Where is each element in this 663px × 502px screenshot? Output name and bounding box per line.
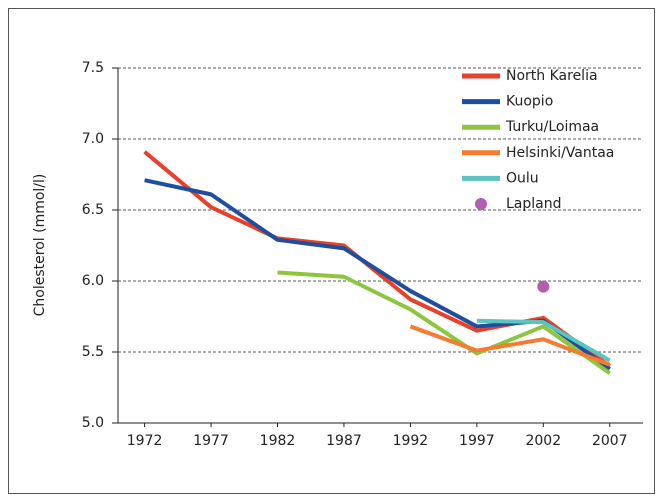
x-tick-label: 1972 xyxy=(127,433,163,449)
x-tick-label: 2002 xyxy=(525,433,561,449)
y-tick-label: 7.5 xyxy=(82,60,104,76)
y-tick-label: 5.0 xyxy=(82,415,104,431)
legend-label: Kuopio xyxy=(506,94,553,110)
x-tick-label: 1987 xyxy=(326,433,362,449)
x-tick-label: 1997 xyxy=(459,433,495,449)
y-tick-label: 7.0 xyxy=(82,131,104,147)
y-tick-label: 6.5 xyxy=(82,202,104,218)
legend-label: Lapland xyxy=(506,196,562,212)
y-tick-label: 5.5 xyxy=(82,344,104,360)
legend-label: Oulu xyxy=(506,170,539,186)
series-line xyxy=(143,150,611,368)
series-line xyxy=(409,324,611,367)
frame xyxy=(8,8,655,494)
legend-marker xyxy=(475,198,487,210)
legend-label: Helsinki/Vantaa xyxy=(506,145,614,161)
legend-label: North Karelia xyxy=(506,68,598,84)
series-line xyxy=(476,318,611,363)
series-line xyxy=(277,270,611,375)
legend-label: Turku/Loimaa xyxy=(505,119,599,135)
x-tick-label: 1982 xyxy=(260,433,296,449)
point xyxy=(537,280,550,293)
x-tick-label: 2007 xyxy=(592,433,628,449)
x-tick-label: 1992 xyxy=(393,433,429,449)
x-tick-label: 1977 xyxy=(193,433,229,449)
y-axis-label: Cholesterol (mmol/l) xyxy=(32,174,48,317)
y-tick-label: 6.0 xyxy=(82,273,104,289)
